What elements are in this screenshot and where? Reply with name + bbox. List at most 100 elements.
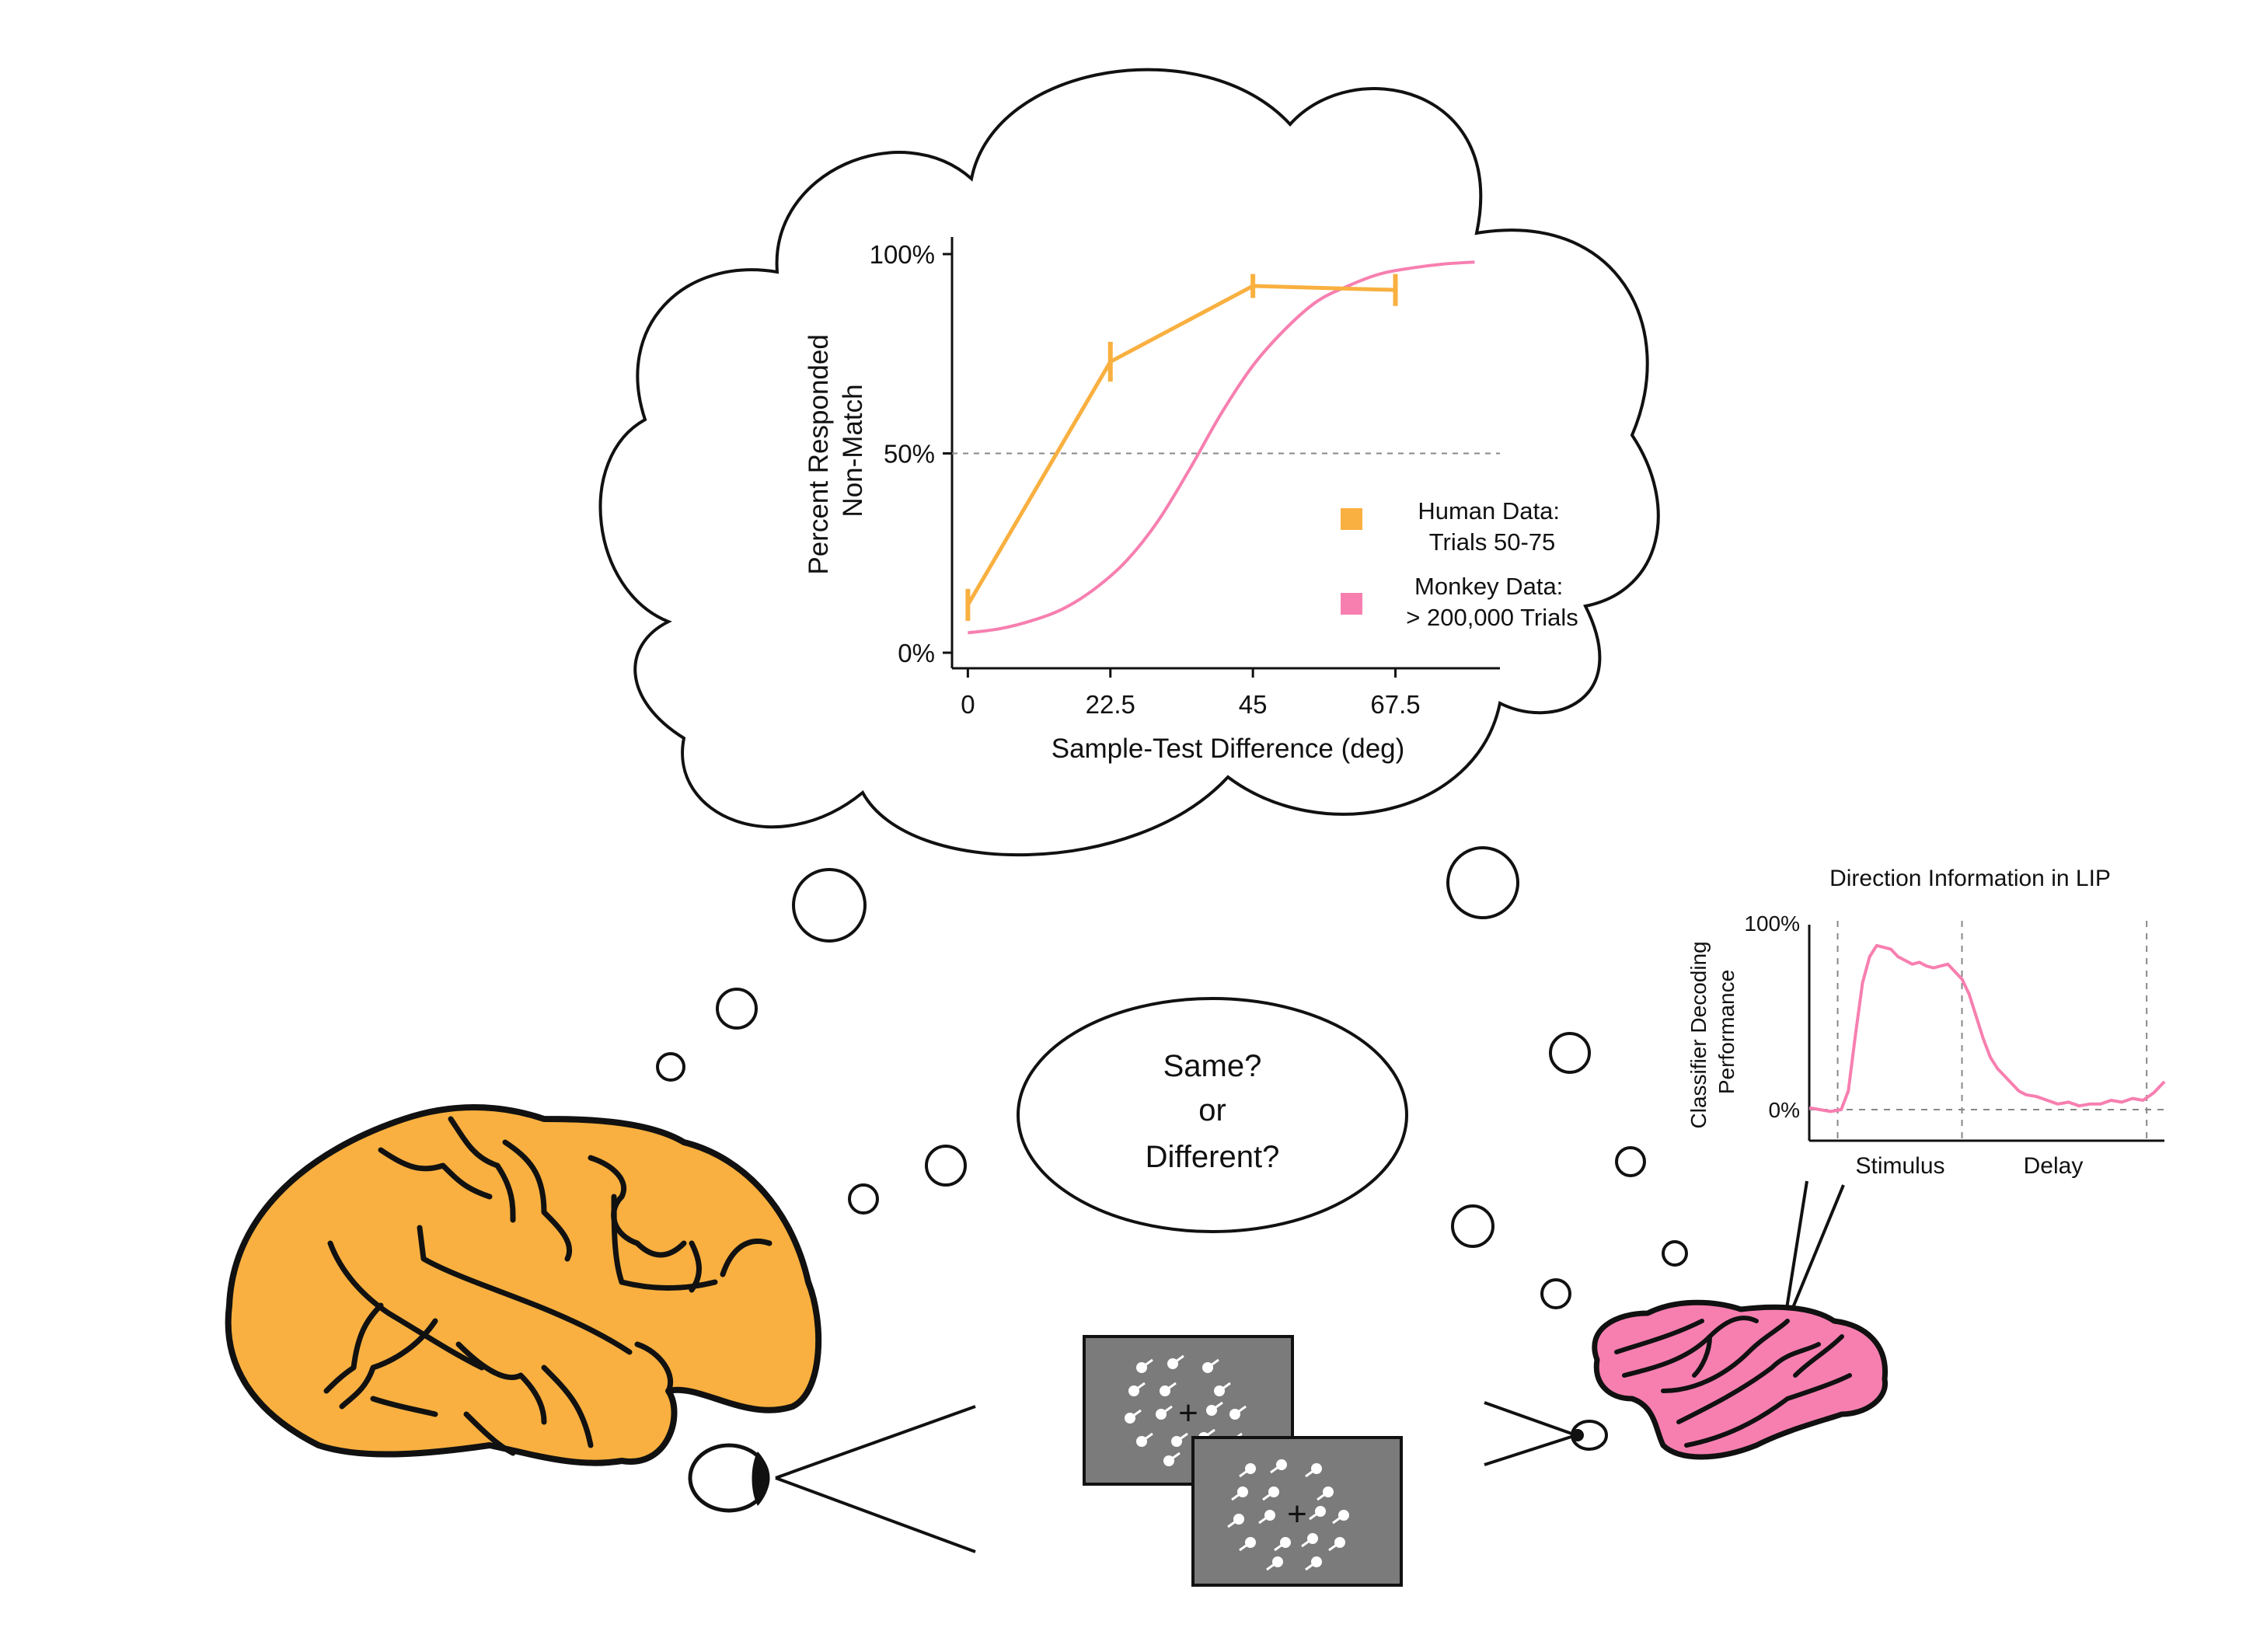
moving-dots-stimulus-icon: + + [1083, 1335, 1403, 1587]
legend-monkey-line1: Monkey Data: [1414, 573, 1563, 600]
chart2-epoch-delay: Delay [2024, 1153, 2084, 1179]
speech-ellipse [1017, 997, 1408, 1233]
speech-line-different: Different? [1146, 1140, 1280, 1174]
stimulus-dot-motion [1274, 1541, 1286, 1552]
human-sightline-lower [775, 1476, 976, 1553]
monkey-thought-bubble-2 [1549, 1032, 1591, 1074]
chart2-y-axis-label-line2: Performance [1714, 970, 1739, 1094]
stimulus-dot-motion [1129, 1409, 1142, 1420]
stimulus-dot-motion [1172, 1354, 1184, 1365]
monkey-sightline-upper [1484, 1401, 1577, 1437]
chart1-x-tick-label: 0 [961, 690, 975, 719]
stimulus-dot-motion [1207, 1358, 1219, 1369]
stimulus-dot-motion [1270, 1463, 1282, 1474]
human-thought-bubble-6 [1451, 1204, 1494, 1248]
human-brain-icon [225, 1104, 822, 1466]
stimulus-dot-motion [1211, 1401, 1223, 1412]
electrode-right [1789, 1184, 1845, 1314]
chart1-y-tick-label: 100% [870, 240, 935, 269]
stimulus-dot-motion [1234, 1405, 1247, 1416]
stimulus-dot-motion [1305, 1467, 1317, 1478]
human-brain-outline [225, 1104, 822, 1466]
stimulus-dot-motion [1219, 1382, 1231, 1392]
monkey-brain-sulci [1614, 1316, 1852, 1448]
human-sightline-upper [775, 1405, 976, 1479]
monkey-thought-bubble-3 [1615, 1146, 1646, 1177]
legend-label-monkey: Monkey Data: > 200,000 Trials [1406, 573, 1578, 631]
stimulus-dot-motion [1164, 1382, 1177, 1392]
chart1-y-tick-label: 0% [898, 639, 935, 667]
stimulus-dot-motion [1301, 1537, 1313, 1548]
chart1-x-tick-label: 22.5 [1086, 690, 1135, 719]
electrode-left [1784, 1180, 1808, 1314]
chart2-y-axis-label: Classifier Decoding Performance [1686, 936, 1739, 1129]
monkey-brain-outline [1592, 1299, 1889, 1460]
stimulus-dot-motion [1133, 1382, 1146, 1392]
chart2-y-tick-label: 100% [1744, 911, 1800, 936]
stimulus-dot-motion [1168, 1452, 1181, 1462]
chart1-y-tick-label: 50% [884, 440, 935, 469]
lip-decoding-chart: Direction Information in LIP 0% 100% Clas… [1686, 866, 2166, 1179]
legend-monkey-line2: > 200,000 Trials [1406, 604, 1578, 631]
thought-bubble-small [656, 1052, 685, 1082]
chart1-y-axis-label-line2: Non-Match [838, 384, 868, 517]
chart1-y-axis-label: Percent Responded Non-Match [804, 326, 868, 574]
stimulus-dot-motion [1262, 1490, 1275, 1501]
chart2-y-axis-label-line1: Classifier Decoding [1686, 941, 1711, 1128]
recording-electrode-icon [1784, 1180, 1845, 1314]
chart1-x-axis-label: Sample-Test Difference (deg) [1052, 734, 1405, 764]
test-screen-dots [1227, 1459, 1349, 1571]
sample-fixation-cross: + [1178, 1394, 1198, 1432]
stimulus-dot-motion [1305, 1560, 1317, 1571]
stimulus-dot-motion [1258, 1514, 1271, 1525]
human-thought-bubble-7 [1540, 1278, 1571, 1309]
stimulus-dot-motion [1231, 1490, 1243, 1501]
human-eye-pupil [752, 1452, 769, 1506]
chart1-legend: Human Data: Trials 50-75 Monkey Data: > … [1341, 497, 1578, 631]
chart1-x-tick-label: 45 [1239, 690, 1268, 719]
psychometric-chart: 0 22.5 45 67.5 0% 50% 100% Sample-Test Differe… [804, 237, 1578, 764]
stimulus-dot-motion [1317, 1490, 1329, 1501]
chart2-title: Direction Information in LIP [1829, 866, 2111, 891]
human-thought-bubble-5 [848, 1183, 879, 1215]
stimulus-dot-motion [1328, 1541, 1341, 1552]
legend-human-line2: Trials 50-75 [1429, 528, 1556, 556]
monkey-eye-icon [1484, 1401, 1608, 1466]
human-thought-trail-lower [848, 1145, 1571, 1309]
legend-human-line1: Human Data: [1418, 497, 1560, 525]
human-eye-icon [688, 1405, 976, 1553]
monkey-psychometric-curve [968, 260, 1475, 635]
test-fixation-cross: + [1287, 1495, 1307, 1533]
monkey-thought-bubble-4 [1662, 1240, 1688, 1267]
legend-label-human: Human Data: Trials 50-75 [1418, 497, 1566, 556]
thought-bubble-medium [716, 988, 758, 1030]
chart2-epoch-stimulus: Stimulus [1855, 1153, 1944, 1179]
monkey-sightline-lower [1484, 1434, 1577, 1466]
thought-cloud-outline [598, 68, 1660, 857]
stimulus-dot-motion [1141, 1432, 1153, 1443]
stimulus-dot-motion [1160, 1405, 1173, 1416]
stimulus-dot-motion [1266, 1560, 1278, 1571]
human-brain-sulci [323, 1116, 773, 1456]
test-screen [1191, 1436, 1403, 1587]
decoding-accuracy-line [1808, 943, 2166, 1114]
speech-line-same: Same? [1163, 1049, 1262, 1083]
stimulus-dot-motion [1239, 1541, 1251, 1552]
chart2-y-tick-label: 0% [1769, 1098, 1800, 1122]
monkey-eye-pupil [1571, 1429, 1584, 1441]
legend-swatch-human [1341, 508, 1362, 530]
stimulus-dot-motion [1332, 1514, 1345, 1525]
human-thought-bubble-4 [925, 1145, 967, 1187]
stimulus-dot-motion [1227, 1518, 1240, 1528]
thought-bubble-large [792, 868, 867, 943]
thought-cloud-icon [598, 68, 1660, 1082]
human-data-line [966, 284, 1396, 606]
legend-swatch-monkey [1341, 593, 1362, 615]
speech-line-or: or [1198, 1093, 1226, 1127]
stimulus-dot-motion [1176, 1432, 1188, 1443]
stimulus-dot-motion [1141, 1358, 1153, 1369]
stimulus-dot-motion [1239, 1467, 1251, 1478]
monkey-thought-trail [1446, 846, 1688, 1267]
monkey-thought-bubble-1 [1446, 846, 1519, 919]
stimulus-dot-motion [1309, 1510, 1321, 1521]
